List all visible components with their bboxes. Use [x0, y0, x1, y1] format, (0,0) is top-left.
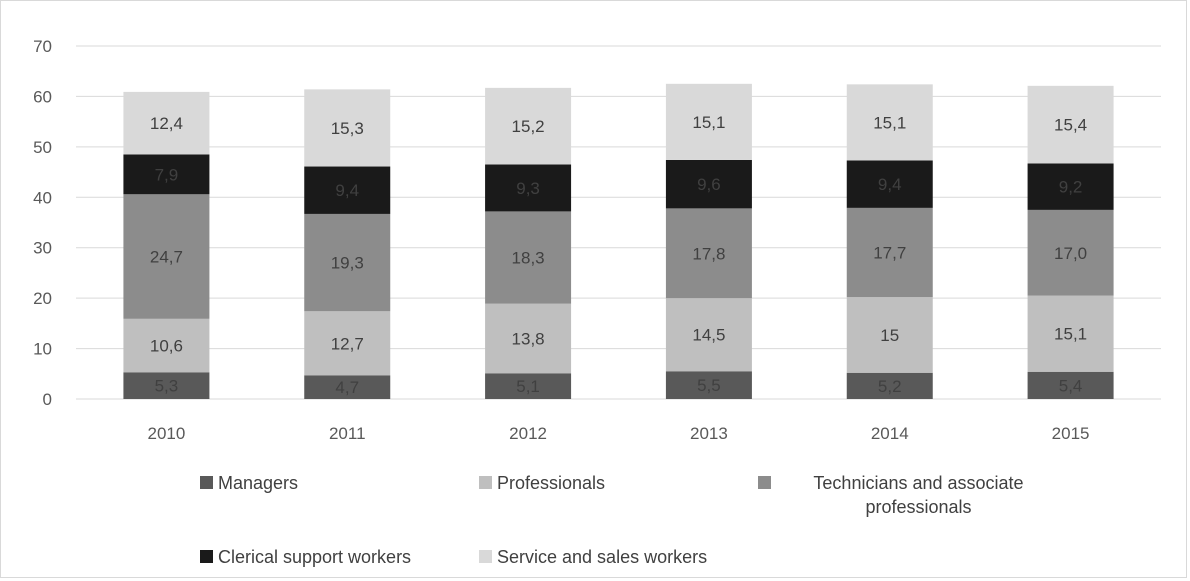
y-tick-label: 70 [33, 37, 52, 56]
bar-segment [304, 375, 391, 399]
stacked-bar-chart: 0 10 20 30 40 50 60 70 5,3 10,6 24,7 7,9 12,4 2010 4,7… [33, 37, 1161, 443]
legend-label-service: Service and sales workers [497, 547, 708, 567]
data-label: 19,3 [331, 254, 364, 273]
y-tick-label: 60 [33, 87, 52, 106]
bar-segment [304, 311, 391, 376]
data-label: 17,7 [873, 244, 906, 263]
bar-segment [304, 213, 391, 312]
bar-segment [665, 298, 752, 372]
data-label: 10,6 [150, 337, 183, 356]
legend-label-technicians: Technicians and associate professionals [813, 473, 1024, 517]
x-tick-label: 2011 [329, 424, 366, 443]
data-label: 12,4 [150, 114, 183, 133]
legend-swatch-professionals [479, 476, 492, 489]
bar-segment [846, 207, 933, 298]
data-label: 4,7 [335, 378, 359, 397]
bar-segment [123, 318, 210, 373]
data-label: 17,8 [692, 244, 725, 263]
data-label: 5,4 [1059, 376, 1083, 395]
legend-swatch-technicians [758, 476, 771, 489]
y-tick-label: 30 [33, 239, 52, 258]
data-label: 5,1 [516, 377, 540, 396]
bar-segment [485, 164, 572, 212]
bar-segment [665, 208, 752, 299]
data-label: 24,7 [150, 248, 183, 267]
data-label: 14,5 [692, 326, 725, 345]
data-label: 5,3 [155, 377, 179, 396]
bar-segment [665, 83, 752, 160]
bar-segment [485, 87, 572, 165]
data-label: 15,4 [1054, 116, 1087, 135]
bar-segment [1027, 163, 1114, 210]
data-label: 15,3 [331, 119, 364, 138]
x-tick-label: 2015 [1052, 424, 1090, 443]
legend-swatch-managers [200, 476, 213, 489]
legend-swatch-clerical [200, 550, 213, 563]
bar-segment [846, 297, 933, 373]
bar-segment [123, 194, 210, 319]
bar-segment [304, 166, 391, 214]
legend-item-service: Service and sales workers [479, 545, 707, 569]
data-label: 15,1 [692, 113, 725, 132]
legend-label-managers: Managers [218, 473, 299, 493]
bar-segment [1027, 295, 1114, 372]
data-label: 9,4 [335, 181, 359, 200]
x-tick-label: 2010 [148, 424, 186, 443]
bar-segment [846, 372, 933, 399]
bar-segment [485, 303, 572, 374]
data-label: 18,3 [512, 249, 545, 268]
data-label: 9,6 [697, 175, 721, 194]
legend-item-technicians: Technicians and associate professionals [758, 471, 1061, 519]
bar-segment [846, 84, 933, 161]
bar-segment [1027, 371, 1114, 399]
y-tick-label: 50 [33, 138, 52, 157]
y-tick-label: 40 [33, 188, 52, 207]
x-tick-label: 2013 [690, 424, 728, 443]
bar-segment [665, 371, 752, 399]
bar-segment [1027, 209, 1114, 296]
data-label: 9,2 [1059, 178, 1083, 197]
data-label: 5,2 [878, 377, 902, 396]
legend-swatch-service [479, 550, 492, 563]
legend-label-professionals: Professionals [497, 473, 606, 493]
x-tick-label: 2012 [509, 424, 547, 443]
bar-segment [846, 160, 933, 208]
data-label: 15 [880, 326, 899, 345]
data-label: 9,3 [516, 179, 540, 198]
bar-segment [485, 211, 572, 304]
bar-segment [123, 372, 210, 399]
data-label: 12,7 [331, 334, 364, 353]
bar-segment [665, 159, 752, 209]
data-label: 15,1 [1054, 325, 1087, 344]
bar-segment [485, 373, 572, 399]
x-tick-label: 2014 [871, 424, 909, 443]
data-label: 15,2 [512, 117, 545, 136]
legend-item-professionals: Professionals [479, 471, 605, 495]
data-label: 13,8 [512, 329, 545, 348]
y-tick-label: 20 [33, 289, 52, 308]
y-tick-label: 10 [33, 340, 52, 359]
legend-label-clerical: Clerical support workers [218, 547, 412, 567]
bar-segment [304, 89, 391, 167]
data-label: 9,4 [878, 175, 902, 194]
bar-segment [123, 154, 210, 195]
bar-segment [1027, 85, 1114, 164]
data-label: 15,1 [873, 113, 906, 132]
legend-item-clerical: Clerical support workers [200, 545, 411, 569]
data-label: 17,0 [1054, 244, 1087, 263]
data-label: 7,9 [155, 165, 179, 184]
legend-item-managers: Managers [200, 471, 298, 495]
bar-segment [123, 91, 210, 155]
y-tick-label: 0 [43, 390, 52, 409]
data-label: 5,5 [697, 376, 721, 395]
